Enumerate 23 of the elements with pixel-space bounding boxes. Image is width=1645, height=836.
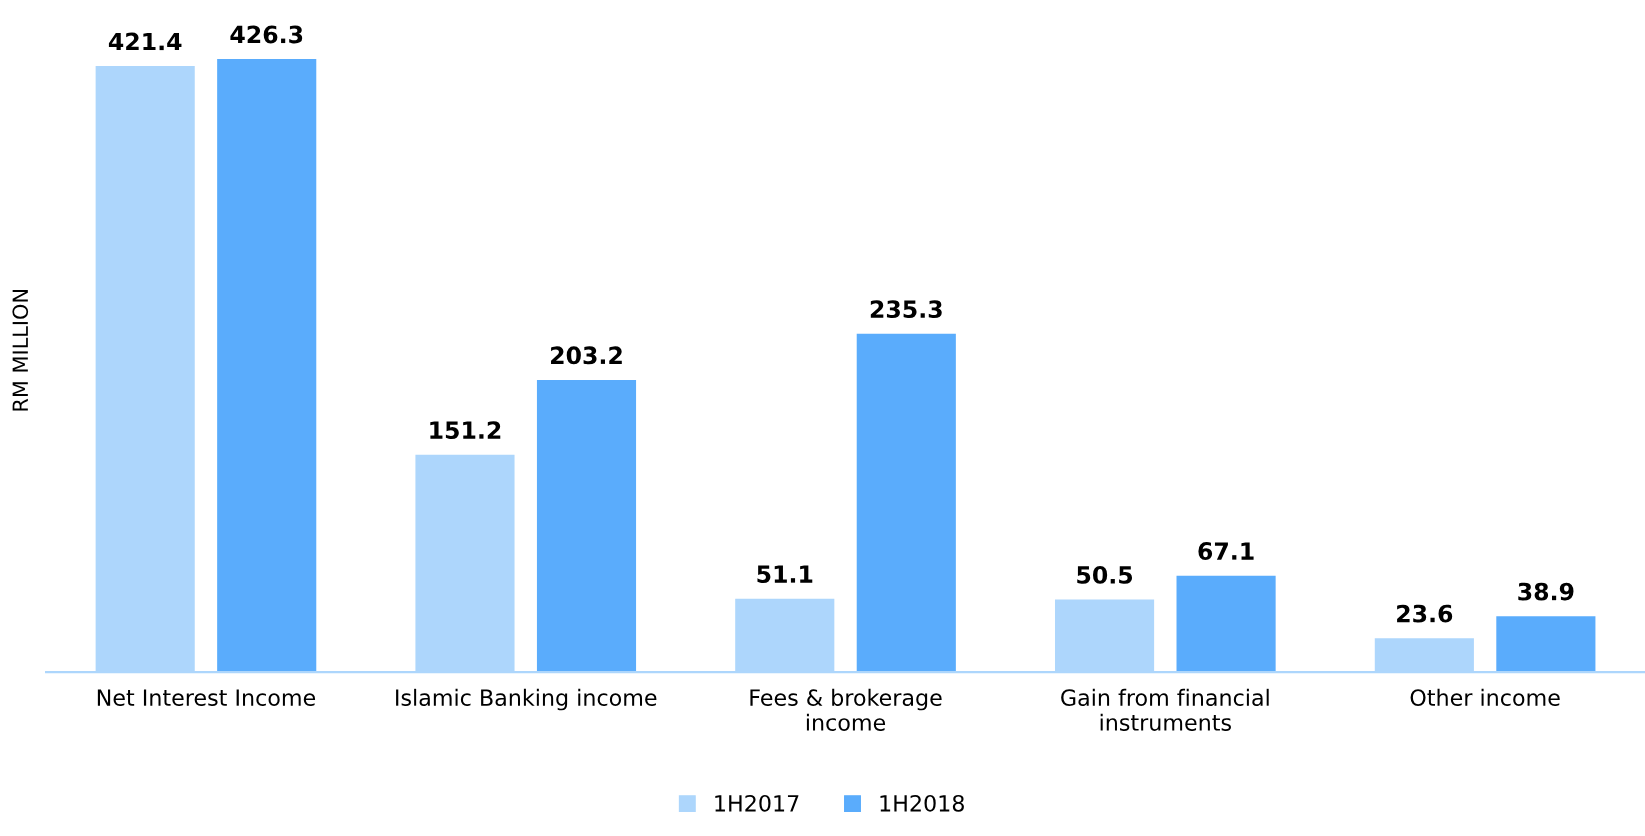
x-tick-label: Gain from financial instruments [1061, 688, 1269, 731]
data-label: 38.9 [1518, 582, 1574, 601]
legend-label: 1H2018 [880, 794, 964, 812]
y-axis-title: RM MILLION [12, 290, 29, 411]
data-label: 203.2 [551, 346, 622, 365]
bar [1496, 616, 1596, 673]
bar [536, 379, 637, 673]
data-label: 151.2 [430, 421, 501, 440]
x-tick-label: Islamic Banking income [396, 688, 657, 711]
data-label: 50.5 [1077, 565, 1133, 584]
x-tick-label: Other income [1410, 688, 1560, 707]
data-label: 421.4 [108, 32, 182, 51]
data-label: 235.3 [870, 300, 942, 319]
bar [856, 333, 956, 673]
legend-label: 1H2017 [715, 794, 799, 812]
x-tick-label: Net Interest Income [97, 689, 316, 707]
x-tick-label: Fees & brokerage income [750, 688, 942, 731]
bar [217, 59, 317, 673]
data-label: 23.6 [1397, 604, 1453, 623]
data-label: 426.3 [230, 25, 303, 44]
bar [1176, 575, 1276, 673]
data-label: 51.1 [757, 565, 813, 583]
data-label: 67.1 [1198, 542, 1254, 560]
